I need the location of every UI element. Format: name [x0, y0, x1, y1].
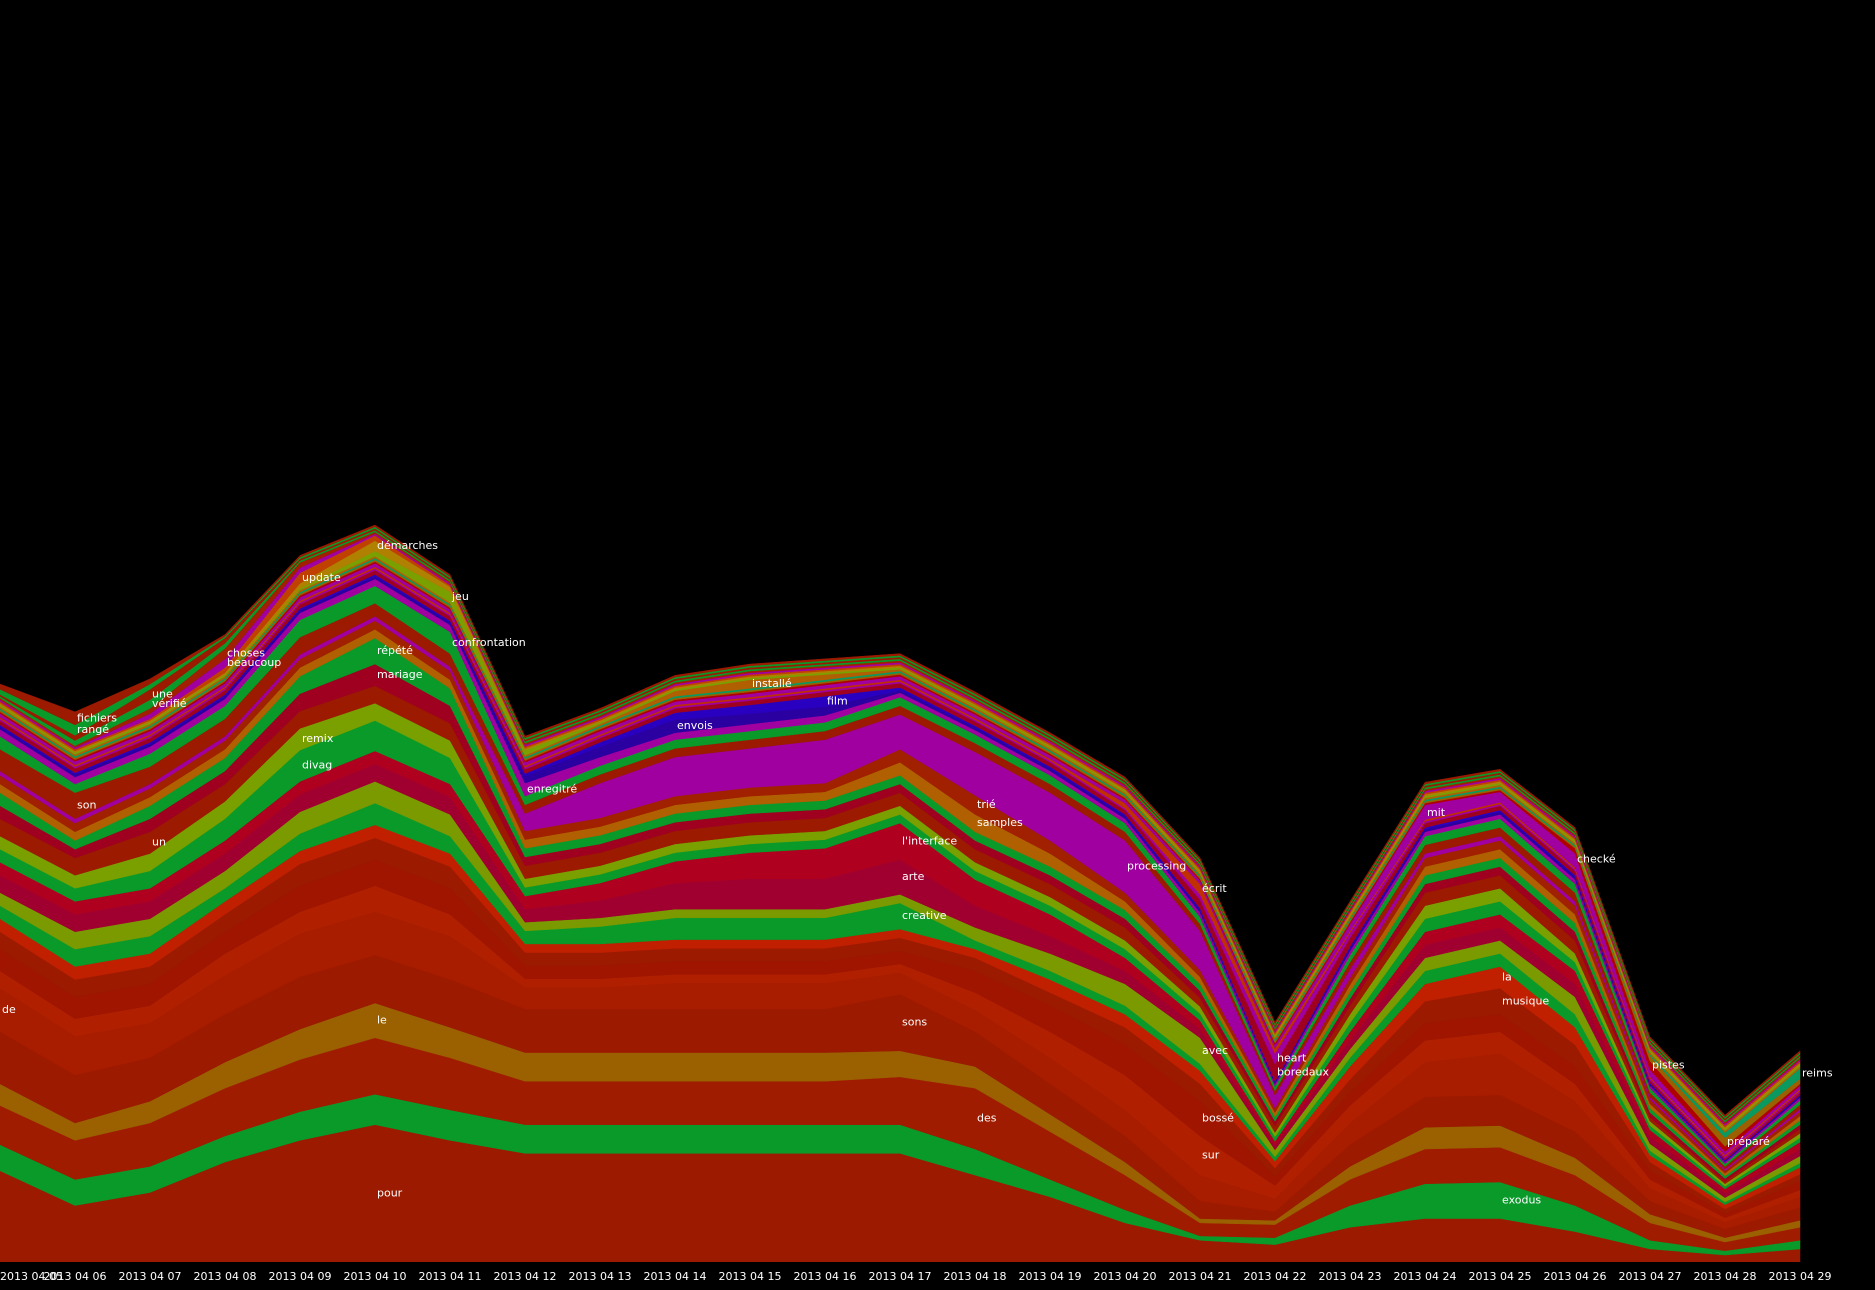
layer-label: film [827, 694, 848, 707]
layer-label: remix [302, 732, 334, 745]
layer-label: avec [1202, 1044, 1228, 1057]
x-tick-label: 2013 04 18 [944, 1270, 1007, 1283]
layer-label: divag [302, 759, 332, 772]
x-tick-label: 2013 04 13 [569, 1270, 632, 1283]
layer-label: écrit [1202, 882, 1227, 895]
layer-label: sons [902, 1016, 927, 1029]
x-tick-label: 2013 04 07 [119, 1270, 182, 1283]
layer-label: sur [1202, 1149, 1220, 1162]
layer-label: vérifié [152, 697, 187, 710]
x-tick-label: 2013 04 19 [1019, 1270, 1082, 1283]
layer-label: enregitré [527, 783, 577, 796]
layer-label: envois [677, 719, 713, 732]
layer-label: l'interface [902, 834, 957, 847]
layer-label: choses [227, 647, 265, 660]
layer-label: processing [1127, 860, 1186, 873]
x-tick-label: 2013 04 27 [1619, 1270, 1682, 1283]
layer-label: installé [752, 677, 792, 690]
layer-label: une [152, 687, 173, 700]
stream-layer [0, 524, 1801, 1118]
layer-label: mariage [377, 668, 423, 681]
x-tick-label: 2013 04 21 [1169, 1270, 1232, 1283]
x-tick-label: 2013 04 26 [1544, 1270, 1607, 1283]
layer-label: démarches [377, 539, 438, 552]
x-tick-label: 2013 04 14 [644, 1270, 707, 1283]
layer-label: boredaux [1277, 1066, 1329, 1079]
layer-label: arte [902, 870, 925, 883]
layer-label: exodus [1502, 1193, 1541, 1206]
layer-label: la [1502, 970, 1512, 983]
layer-label: rangé [77, 723, 109, 736]
x-tick-label: 2013 04 17 [869, 1270, 932, 1283]
layer-label: checké [1577, 853, 1616, 866]
x-tick-label: 2013 04 06 [44, 1270, 107, 1283]
x-tick-label: 2013 04 29 [1769, 1270, 1832, 1283]
layer-label: jeu [451, 590, 469, 603]
x-tick-label: 2013 04 25 [1469, 1270, 1532, 1283]
layer-label: confrontation [452, 636, 526, 649]
x-tick-label: 2013 04 08 [194, 1270, 257, 1283]
layer-label: reims [1802, 1066, 1833, 1079]
x-tick-label: 2013 04 22 [1244, 1270, 1307, 1283]
layer-label: son [77, 799, 96, 812]
layer-label: beaucoup [227, 656, 281, 669]
layer-label: répété [377, 644, 413, 657]
layer-label: des [977, 1112, 997, 1125]
layer-label: fichiers [77, 711, 117, 724]
layer-label: le [377, 1013, 387, 1026]
x-tick-label: 2013 04 09 [269, 1270, 332, 1283]
x-tick-label: 2013 04 23 [1319, 1270, 1382, 1283]
layer-label: mit [1427, 806, 1446, 819]
x-tick-label: 2013 04 20 [1094, 1270, 1157, 1283]
layer-label: musique [1502, 994, 1549, 1007]
x-tick-label: 2013 04 12 [494, 1270, 557, 1283]
layer-label: pour [377, 1186, 403, 1199]
layer-label: un [152, 836, 166, 849]
x-tick-label: 2013 04 24 [1394, 1270, 1457, 1283]
layer-label: de [2, 1003, 16, 1016]
layer-label: pistes [1652, 1059, 1685, 1072]
layer-label: préparé [1727, 1135, 1770, 1148]
x-tick-label: 2013 04 28 [1694, 1270, 1757, 1283]
x-tick-label: 2013 04 11 [419, 1270, 482, 1283]
x-tick-label: 2013 04 10 [344, 1270, 407, 1283]
layer-label: heart [1277, 1052, 1307, 1065]
x-tick-label: 2013 04 05 [0, 1270, 63, 1283]
layer-label: samples [977, 816, 1023, 829]
axis-strip [0, 1262, 1875, 1290]
layer-label: update [302, 571, 341, 584]
layer-label: trié [977, 798, 996, 811]
x-tick-label: 2013 04 16 [794, 1270, 857, 1283]
layer-label: creative [902, 909, 947, 922]
layer-label: bossé [1202, 1112, 1234, 1125]
x-tick-label: 2013 04 15 [719, 1270, 782, 1283]
